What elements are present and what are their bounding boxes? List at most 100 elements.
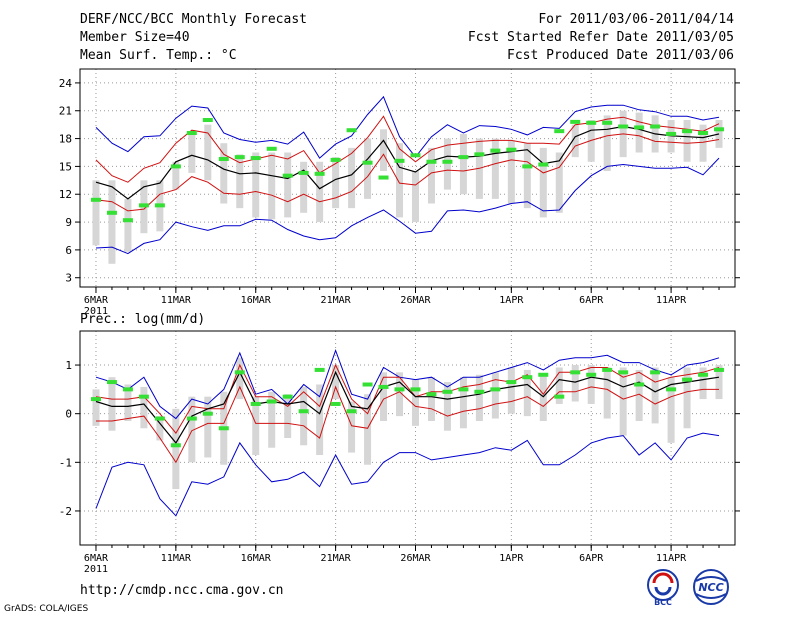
precip-median-mark xyxy=(666,387,677,392)
precip-range-bar xyxy=(427,377,435,421)
ncc-logo: NCC xyxy=(693,569,729,605)
precip-median-mark xyxy=(602,367,613,372)
grads-credit: GrADS: COLA/IGES xyxy=(4,604,89,614)
temperature-ytick-label: 6 xyxy=(65,244,72,257)
temperature-range-bar xyxy=(204,124,212,181)
precip-median-mark xyxy=(522,375,533,380)
temperature-median-mark xyxy=(234,155,245,160)
temperature-xtick-label: 1APR xyxy=(499,295,524,306)
temperature-year-label: 2011 xyxy=(84,306,108,317)
temperature-median-mark xyxy=(298,170,309,175)
forecast-period: For 2011/03/06-2011/04/14 xyxy=(538,12,734,27)
temperature-range-bar xyxy=(108,180,116,264)
temperature-range-bar xyxy=(635,112,643,153)
temperature-median-mark xyxy=(154,203,165,208)
precip-median-mark xyxy=(490,387,501,392)
precip-median-mark xyxy=(410,387,421,392)
temperature-median-mark xyxy=(218,156,229,161)
temperature-range-bar xyxy=(571,124,579,158)
precip-median-mark xyxy=(442,389,453,394)
temperature-xtick-label: 21MAR xyxy=(321,295,352,306)
precip-median-mark xyxy=(282,394,293,399)
temperature-xtick-label: 11APR xyxy=(656,295,687,306)
precip-median-mark xyxy=(538,372,549,377)
temperature-range-bar xyxy=(220,143,228,204)
precip-median-mark xyxy=(266,399,277,404)
precip-ytick-label: 0 xyxy=(65,408,72,421)
precip-range-bar xyxy=(252,396,260,456)
precip-median-mark xyxy=(458,387,469,392)
precip-median-mark xyxy=(506,380,517,385)
temperature-median-mark xyxy=(314,171,325,176)
precip-range-bar xyxy=(156,416,164,441)
precip-median-mark xyxy=(474,389,485,394)
precip-range-bar xyxy=(539,374,547,421)
precip-range-bar xyxy=(571,365,579,402)
precip-median-mark xyxy=(90,397,101,402)
precip-lower-line xyxy=(96,385,719,464)
precip-range-bar xyxy=(172,408,180,490)
chart-title: DERF/NCC/BCC Monthly Forecast xyxy=(80,12,307,27)
precip-range-bar xyxy=(715,365,723,400)
precip-median-mark xyxy=(362,382,373,387)
precip-range-bar xyxy=(108,377,116,431)
temperature-min-line xyxy=(95,157,720,255)
precip-range-bar xyxy=(364,394,372,465)
precip-median-mark xyxy=(202,411,213,416)
temperature-range-bar xyxy=(332,157,340,209)
precip-median-mark xyxy=(314,367,325,372)
precip-median-mark xyxy=(570,370,581,375)
precip-median-mark xyxy=(138,394,149,399)
temperature-median-mark xyxy=(266,146,277,151)
precip-range-bar xyxy=(284,394,292,438)
precip-median-mark xyxy=(154,416,165,421)
precip-range-bar xyxy=(92,389,100,426)
temperature-median-mark xyxy=(666,131,677,136)
precip-range-bar xyxy=(300,386,308,446)
temperature-median-mark xyxy=(682,129,693,134)
temperature-median-mark xyxy=(714,127,725,132)
temperature-median-mark xyxy=(250,156,261,161)
precip-range-bar xyxy=(555,367,563,404)
precip-median-mark xyxy=(554,394,565,399)
precip-median-mark xyxy=(586,372,597,377)
produced-date: Fcst Produced Date 2011/03/06 xyxy=(507,48,734,63)
temperature-xtick-label: 16MAR xyxy=(241,295,272,306)
temperature-range-bar xyxy=(427,147,435,204)
temperature-ytick-label: 15 xyxy=(59,160,72,173)
temperature-median-mark xyxy=(570,119,581,124)
temperature-range-bar xyxy=(284,152,292,218)
precip-range-bar xyxy=(523,369,531,417)
temperature-median-mark xyxy=(90,197,101,202)
precip-median-mark xyxy=(378,384,389,389)
temperature-range-bar xyxy=(539,147,547,218)
temperature-range-bar xyxy=(443,138,451,190)
temperature-range-bar xyxy=(715,120,723,148)
precip-median-mark xyxy=(218,426,229,431)
temperature-range-bar xyxy=(300,161,308,213)
bcc-logo: BCC xyxy=(647,569,679,607)
temperature-lower-line xyxy=(95,133,720,212)
temperature-median-mark xyxy=(490,148,501,153)
precip-median-mark xyxy=(682,377,693,382)
precip-range-bar xyxy=(603,367,611,419)
temperature-max-line xyxy=(95,95,720,159)
temperature-range-bar xyxy=(124,198,132,252)
source-url[interactable]: http://cmdp.ncc.cma.gov.cn xyxy=(80,583,284,598)
precip-range-bar xyxy=(587,365,595,404)
precip-xtick-label: 21MAR xyxy=(321,553,352,564)
precip-range-bar xyxy=(348,401,356,453)
temperature-median-mark xyxy=(586,120,597,125)
temperature-median-mark xyxy=(538,162,549,167)
precip-range-bar xyxy=(683,367,691,429)
temperature-median-mark xyxy=(362,160,373,165)
temperature-range-bar xyxy=(555,152,563,213)
precip-xtick-label: 1APR xyxy=(499,553,524,564)
precip-range-bar xyxy=(667,377,675,443)
precip-median-mark xyxy=(170,443,181,448)
precip-range-bar xyxy=(475,374,483,421)
temperature-range-bar xyxy=(364,138,372,199)
precip-range-bar xyxy=(204,396,212,458)
temperature-median-mark xyxy=(138,203,149,208)
temperature-ytick-label: 18 xyxy=(59,133,72,146)
